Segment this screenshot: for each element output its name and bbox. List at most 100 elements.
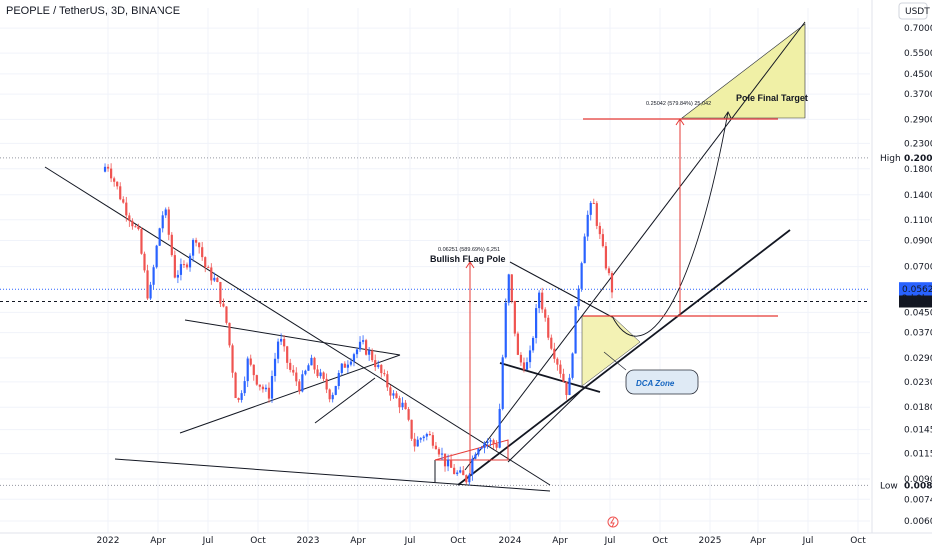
candle xyxy=(477,447,480,457)
candle-body xyxy=(519,354,523,363)
candle-body xyxy=(513,300,516,334)
candle xyxy=(228,322,231,348)
candle-body xyxy=(334,385,337,395)
target-measure-text: 0.25042 (579.84%) 25,042 xyxy=(646,101,711,107)
candle-body xyxy=(571,353,574,378)
candle xyxy=(556,357,559,371)
candle xyxy=(574,306,577,354)
candle xyxy=(522,357,526,373)
candle xyxy=(352,352,356,367)
price-marker-tag: High xyxy=(880,154,901,164)
x-tick-label: Oct xyxy=(652,536,668,546)
candle-body xyxy=(365,340,368,355)
time-axis: 2022 Apr Jul Oct 2023 Apr Jul Oct 2024 Apr Jul Oct 2… xyxy=(0,516,932,546)
y-tick-label: 0.02900 xyxy=(904,354,932,364)
candle-body xyxy=(331,394,334,400)
y-tick-label: 0.70000 xyxy=(904,24,932,34)
candle xyxy=(431,432,434,449)
candle xyxy=(179,258,183,281)
trend-line xyxy=(184,319,401,356)
candle xyxy=(510,274,513,304)
candle-body xyxy=(477,448,480,455)
candle-body xyxy=(443,453,447,467)
candle xyxy=(407,406,410,422)
candle xyxy=(103,163,107,173)
candle-body xyxy=(604,246,608,269)
candle-body xyxy=(422,436,425,439)
candle xyxy=(280,333,283,346)
candle xyxy=(149,281,152,300)
candle xyxy=(313,356,316,374)
candle-body xyxy=(234,372,237,399)
candle xyxy=(547,314,550,341)
grid xyxy=(0,8,870,533)
candle xyxy=(113,176,116,187)
candle-body xyxy=(377,364,380,368)
candle-body xyxy=(583,236,586,264)
candle-body xyxy=(383,373,386,375)
candle xyxy=(273,352,277,382)
candle-body xyxy=(601,234,604,247)
candle xyxy=(437,447,441,458)
candle xyxy=(389,384,392,401)
dashed-level-badge xyxy=(899,295,932,308)
candle-body xyxy=(486,441,489,444)
candle-body xyxy=(401,402,404,408)
candle xyxy=(298,379,301,395)
trend-line xyxy=(507,391,581,463)
x-tick-label: Apr xyxy=(552,536,568,546)
candle xyxy=(550,334,553,351)
candle-body xyxy=(310,357,313,366)
candle xyxy=(380,364,383,378)
candle-body xyxy=(361,340,365,342)
candle-body xyxy=(553,348,556,359)
current-price-label: 0.05626 xyxy=(902,285,932,295)
candle-body xyxy=(222,303,225,307)
candle xyxy=(234,371,237,399)
trend-line xyxy=(509,261,613,318)
candle-body xyxy=(456,472,459,475)
x-tick-label: Jul xyxy=(802,536,814,546)
candle xyxy=(392,390,395,399)
candle-body xyxy=(510,274,513,301)
candle-body xyxy=(113,178,116,182)
candle xyxy=(592,198,595,204)
y-tick-label: 0.04500 xyxy=(904,308,932,318)
candle xyxy=(167,206,170,241)
candle-body xyxy=(128,215,131,221)
candle xyxy=(246,356,249,388)
candle xyxy=(349,358,353,367)
candle xyxy=(240,390,243,403)
dca-callout xyxy=(625,369,699,395)
candle-body xyxy=(276,341,280,359)
pole-measure-text: 0.06251 (589.69%) 6,251 xyxy=(438,247,500,253)
candle-body xyxy=(188,255,192,268)
candle-body xyxy=(431,435,434,446)
candle xyxy=(343,361,346,368)
candle xyxy=(434,441,438,450)
candle xyxy=(319,368,322,379)
candle-body xyxy=(516,333,519,355)
candle-body xyxy=(301,374,304,392)
candle xyxy=(450,454,453,468)
candle-body xyxy=(286,346,289,363)
candle xyxy=(222,298,225,308)
candle xyxy=(340,363,343,376)
candle xyxy=(489,437,492,447)
candle-body xyxy=(392,393,395,396)
candle xyxy=(586,210,589,241)
candle-body xyxy=(246,358,249,382)
x-tick-label: Jul xyxy=(604,536,616,546)
candle-body xyxy=(568,377,571,396)
candle-body xyxy=(574,306,577,354)
candle xyxy=(571,352,574,380)
candle-body xyxy=(607,268,611,274)
x-tick-label: 2025 xyxy=(699,536,722,546)
candle-body xyxy=(416,439,419,447)
candle xyxy=(361,335,365,345)
candle xyxy=(125,196,128,222)
candle xyxy=(501,354,504,411)
candle xyxy=(553,342,556,363)
candle xyxy=(492,438,495,449)
